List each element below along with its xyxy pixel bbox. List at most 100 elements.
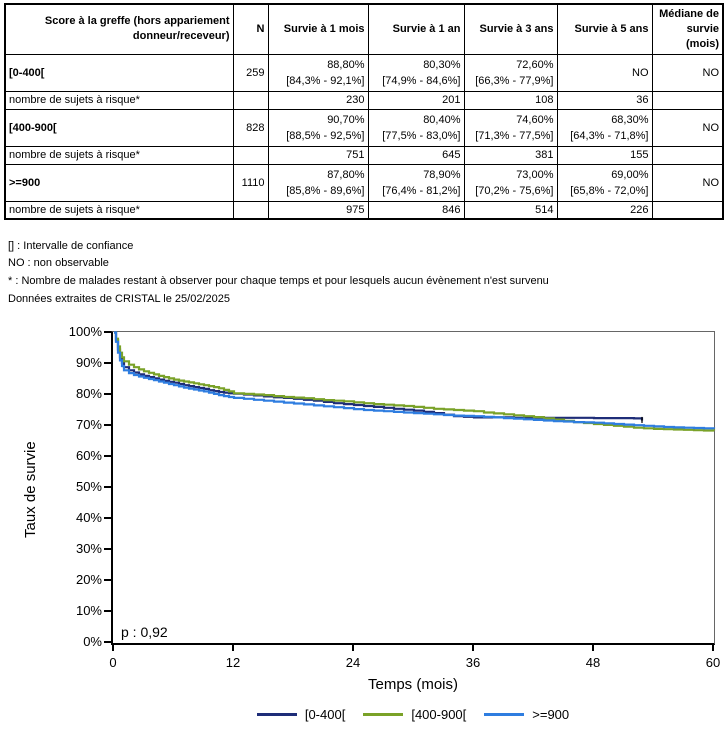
survival-table: Score à la greffe (hors appariement donn… (4, 3, 724, 220)
header-survie-1-mois: Survie à 1 mois (267, 3, 369, 55)
x-tick-label: 0 (109, 655, 117, 670)
table-row-risk: nombre de sujets à risque* 230 201 108 3… (4, 90, 724, 110)
survival-cell: 69,00% [65,8% - 72,0%] (556, 163, 653, 202)
at-risk-value: 381 (463, 145, 558, 165)
empty-cell (651, 200, 724, 220)
y-axis-tick (104, 331, 111, 333)
at-risk-value: 108 (463, 90, 558, 110)
y-axis-tick (104, 579, 111, 581)
group-label: >=900 (4, 163, 234, 202)
legend-line-icon (484, 713, 525, 716)
x-axis-title: Temps (mois) (367, 676, 458, 693)
y-tick-label: 20% (75, 572, 102, 587)
x-axis-tick (592, 645, 594, 651)
y-axis-tick (104, 641, 111, 643)
table-header-row: Score à la greffe (hors appariement donn… (4, 3, 724, 55)
survival-pct: 90,70% (327, 113, 365, 126)
y-axis-tick (104, 486, 111, 488)
footnote-no: NO : non observable (8, 257, 109, 269)
median-cell: NO (651, 108, 724, 147)
group-label: [400-900[ (4, 108, 234, 147)
survival-table-wrap: Score à la greffe (hors appariement donn… (4, 3, 724, 220)
survival-cell: 90,70% [88,5% - 92,5%] (267, 108, 369, 147)
empty-cell (651, 90, 724, 110)
legend-item-[0-400[: [0-400[ (256, 707, 346, 722)
survival-cell: 80,40% [77,5% - 83,0%] (367, 108, 465, 147)
risk-label: nombre de sujets à risque* (4, 145, 234, 165)
survival-ci: [85,8% - 89,6%] (286, 184, 365, 197)
y-axis-tick (104, 362, 111, 364)
at-risk-value: 751 (267, 145, 369, 165)
group-n: 259 (232, 53, 269, 92)
footnote-at-risk: * : Nombre de malades restant à observer… (8, 275, 549, 287)
table-row-group-0-400: [0-400[ 259 88,80% [84,3% - 92,1%] 80,30… (4, 53, 724, 92)
at-risk-value: 36 (556, 90, 653, 110)
at-risk-value: 201 (367, 90, 465, 110)
survival-curve->=900 (114, 331, 716, 430)
survival-cell: 73,00% [70,2% - 75,6%] (463, 163, 558, 202)
table-row-risk: nombre de sujets à risque* 751 645 381 1… (4, 145, 724, 165)
header-mediane: Médiane de survie (mois) (651, 3, 724, 55)
legend-label: [0-400[ (304, 707, 346, 722)
y-axis-tick (104, 455, 111, 457)
empty-cell (651, 145, 724, 165)
at-risk-value: 514 (463, 200, 558, 220)
risk-label: nombre de sujets à risque* (4, 200, 234, 220)
survival-cell: 72,60% [66,3% - 77,9%] (463, 53, 558, 92)
group-label: [0-400[ (4, 53, 234, 92)
survival-ci: [70,2% - 75,6%] (475, 184, 554, 197)
survival-ci: [77,5% - 83,0%] (382, 129, 461, 142)
y-tick-label: 70% (75, 417, 102, 432)
survival-pct: 78,90% (423, 168, 461, 181)
survival-pct: NO (632, 66, 649, 79)
survival-ci: [76,4% - 81,2%] (382, 184, 461, 197)
x-axis-tick (472, 645, 474, 651)
median-cell: NO (651, 163, 724, 202)
p-value-annotation: p : 0,92 (121, 624, 168, 640)
y-tick-label: 80% (75, 386, 102, 401)
survival-ci: [66,3% - 77,9%] (475, 74, 554, 87)
y-axis-tick (104, 393, 111, 395)
empty-cell (232, 200, 269, 220)
survival-pct: 80,40% (423, 113, 461, 126)
survival-cell: 80,30% [74,9% - 84,6%] (367, 53, 465, 92)
survival-pct: 87,80% (327, 168, 365, 181)
legend-label: [400-900[ (411, 707, 467, 722)
x-axis-tick (232, 645, 234, 651)
table-row-group-900: >=900 1110 87,80% [85,8% - 89,6%] 78,90%… (4, 163, 724, 202)
y-tick-label: 30% (75, 541, 102, 556)
survival-pct: 69,00% (611, 168, 649, 181)
plot-area (111, 331, 716, 645)
risk-label: nombre de sujets à risque* (4, 90, 234, 110)
survival-pct: 73,00% (516, 168, 554, 181)
x-tick-label: 48 (585, 655, 601, 670)
header-score: Score à la greffe (hors appariement donn… (4, 3, 234, 55)
at-risk-value: 975 (267, 200, 369, 220)
at-risk-value: 230 (267, 90, 369, 110)
survival-pct: 68,30% (611, 113, 649, 126)
x-tick-label: 24 (345, 655, 361, 670)
y-tick-label: 90% (75, 355, 102, 370)
median-cell: NO (651, 53, 724, 92)
survival-curve-[0-400[ (114, 331, 644, 421)
table-row-risk: nombre de sujets à risque* 975 846 514 2… (4, 200, 724, 220)
y-tick-label: 10% (75, 603, 102, 618)
survival-pct: 80,30% (423, 58, 461, 71)
survival-curve-[400-900[ (114, 331, 716, 432)
survival-ci: [74,9% - 84,6%] (382, 74, 461, 87)
header-survie-3-ans: Survie à 3 ans (463, 3, 558, 55)
survival-ci: [71,3% - 77,5%] (475, 129, 554, 142)
legend-line-icon (256, 713, 297, 716)
legend-line-icon (363, 713, 404, 716)
survival-ci: [65,8% - 72,0%] (570, 184, 649, 197)
legend: [0-400[ [400-900[ >=900 (113, 707, 713, 722)
survival-pct: 74,60% (516, 113, 554, 126)
at-risk-value: 846 (367, 200, 465, 220)
survival-cell: 78,90% [76,4% - 81,2%] (367, 163, 465, 202)
survival-pct: 88,80% (327, 58, 365, 71)
empty-cell (232, 145, 269, 165)
footnote-ci: [] : Intervalle de confiance (8, 240, 134, 252)
survival-cell: NO (556, 53, 653, 92)
x-axis-tick (112, 645, 114, 651)
legend-item->=900: >=900 (484, 707, 569, 722)
